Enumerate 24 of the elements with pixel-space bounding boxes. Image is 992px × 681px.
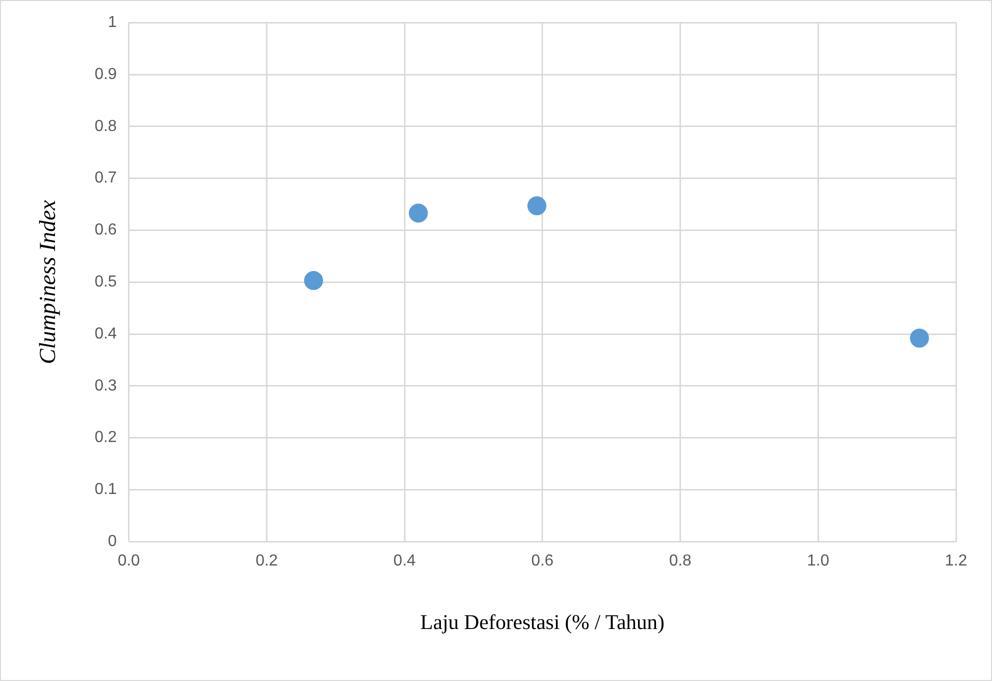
y-tick-label: 0.7 <box>94 170 117 187</box>
y-tick-label: 0.9 <box>94 66 117 83</box>
point <box>910 328 929 348</box>
point <box>527 196 546 216</box>
x-tick-label: 1.2 <box>944 552 968 570</box>
y-tick-label: 0.3 <box>94 377 117 394</box>
y-tick-label: 1 <box>108 14 117 32</box>
x-tick-label: 0.8 <box>669 552 692 570</box>
y-tick-label: 0.1 <box>94 481 117 498</box>
x-tick-label: 1.0 <box>807 552 830 570</box>
x-tick-label: 0.4 <box>393 552 416 570</box>
y-tick-label: 0.8 <box>94 118 117 135</box>
x-tick-label: 0.2 <box>256 552 278 570</box>
point <box>408 204 428 223</box>
x-tick-label: 0.0 <box>118 552 140 570</box>
point <box>304 271 324 290</box>
y-tick-label: 0.2 <box>94 429 117 446</box>
x-tick-label: 0.6 <box>531 552 554 570</box>
y-tick-label: 0.6 <box>94 222 117 239</box>
x-axis-title: Laju Deforestasi (% / Tahun) <box>420 610 665 634</box>
y-tick-label: 0.4 <box>94 325 117 342</box>
y-axis-title: Clumpiness Index <box>34 199 60 364</box>
y-tick-label: 0 <box>108 533 117 550</box>
y-tick-label: 0.5 <box>94 274 117 291</box>
